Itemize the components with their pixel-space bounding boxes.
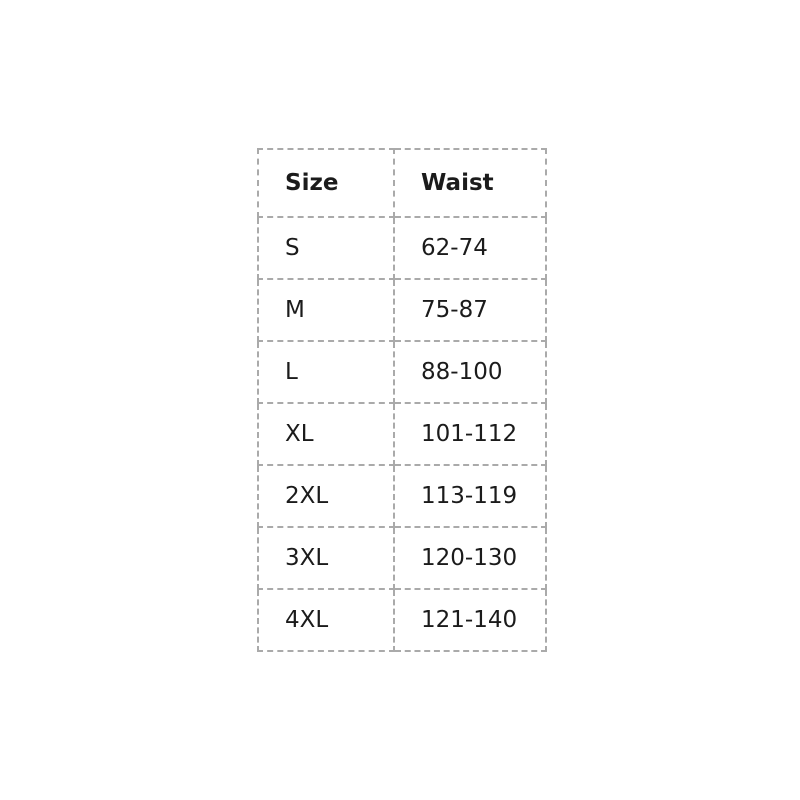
size-cell: XL xyxy=(257,402,395,466)
column-header-size: Size xyxy=(257,148,395,218)
size-chart-container: Size Waist S 62-74 M 75-87 L 88-100 xyxy=(257,148,547,652)
waist-cell: 113-119 xyxy=(393,464,547,528)
waist-cell: 62-74 xyxy=(393,216,547,280)
table-row-4xl: 4XL 121-140 xyxy=(257,588,547,652)
column-header-waist: Waist xyxy=(393,148,547,218)
size-cell: 4XL xyxy=(257,588,395,652)
waist-cell: 101-112 xyxy=(393,402,547,466)
size-cell: 3XL xyxy=(257,526,395,590)
table-row-2xl: 2XL 113-119 xyxy=(257,464,547,528)
table-row-xl: XL 101-112 xyxy=(257,402,547,466)
table-row-m: M 75-87 xyxy=(257,278,547,342)
size-cell: M xyxy=(257,278,395,342)
size-cell: S xyxy=(257,216,395,280)
size-cell: 2XL xyxy=(257,464,395,528)
table-row-3xl: 3XL 120-130 xyxy=(257,526,547,590)
waist-cell: 121-140 xyxy=(393,588,547,652)
waist-cell: 75-87 xyxy=(393,278,547,342)
table-row-s: S 62-74 xyxy=(257,216,547,280)
size-cell: L xyxy=(257,340,395,404)
size-chart-table: Size Waist S 62-74 M 75-87 L 88-100 xyxy=(257,148,547,652)
waist-cell: 88-100 xyxy=(393,340,547,404)
waist-cell: 120-130 xyxy=(393,526,547,590)
header-row: Size Waist xyxy=(257,148,547,218)
table-row-l: L 88-100 xyxy=(257,340,547,404)
